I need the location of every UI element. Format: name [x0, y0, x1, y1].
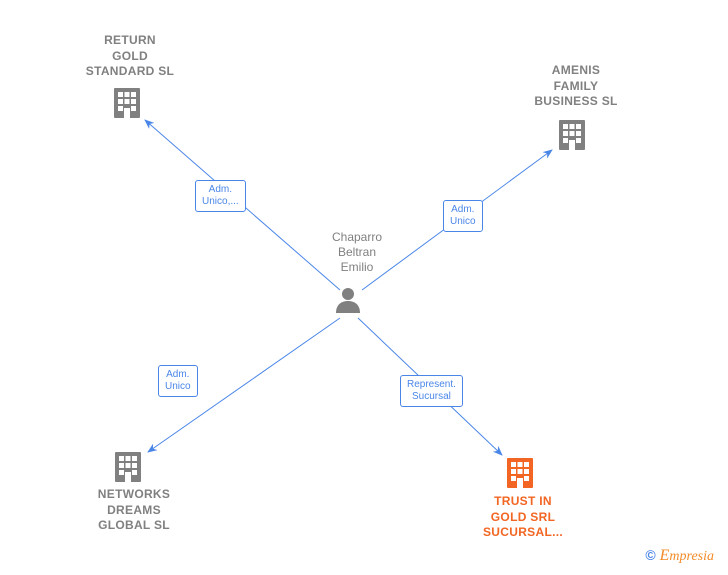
person-icon[interactable] [336, 288, 360, 313]
building-icon[interactable] [114, 88, 140, 118]
node-label[interactable]: RETURN GOLD STANDARD SL [70, 33, 190, 80]
node-label[interactable]: TRUST IN GOLD SRL SUCURSAL... [463, 494, 583, 541]
nodes [114, 88, 585, 488]
building-icon[interactable] [115, 452, 141, 482]
node-label[interactable]: AMENIS FAMILY BUSINESS SL [516, 63, 636, 110]
edge-label: Adm. Unico,... [195, 180, 246, 212]
building-icon[interactable] [559, 120, 585, 150]
center-node-label: Chaparro Beltran Emilio [322, 230, 392, 275]
watermark-brand: Empresia [660, 549, 714, 564]
node-label[interactable]: NETWORKS DREAMS GLOBAL SL [74, 487, 194, 534]
watermark: © Empresia [645, 547, 714, 565]
building-icon[interactable] [507, 458, 533, 488]
edges [145, 120, 552, 455]
copyright-icon: © [645, 547, 655, 563]
edge-label: Adm. Unico [443, 200, 483, 232]
edge-label: Represent. Sucursal [400, 375, 463, 407]
edge-label: Adm. Unico [158, 365, 198, 397]
